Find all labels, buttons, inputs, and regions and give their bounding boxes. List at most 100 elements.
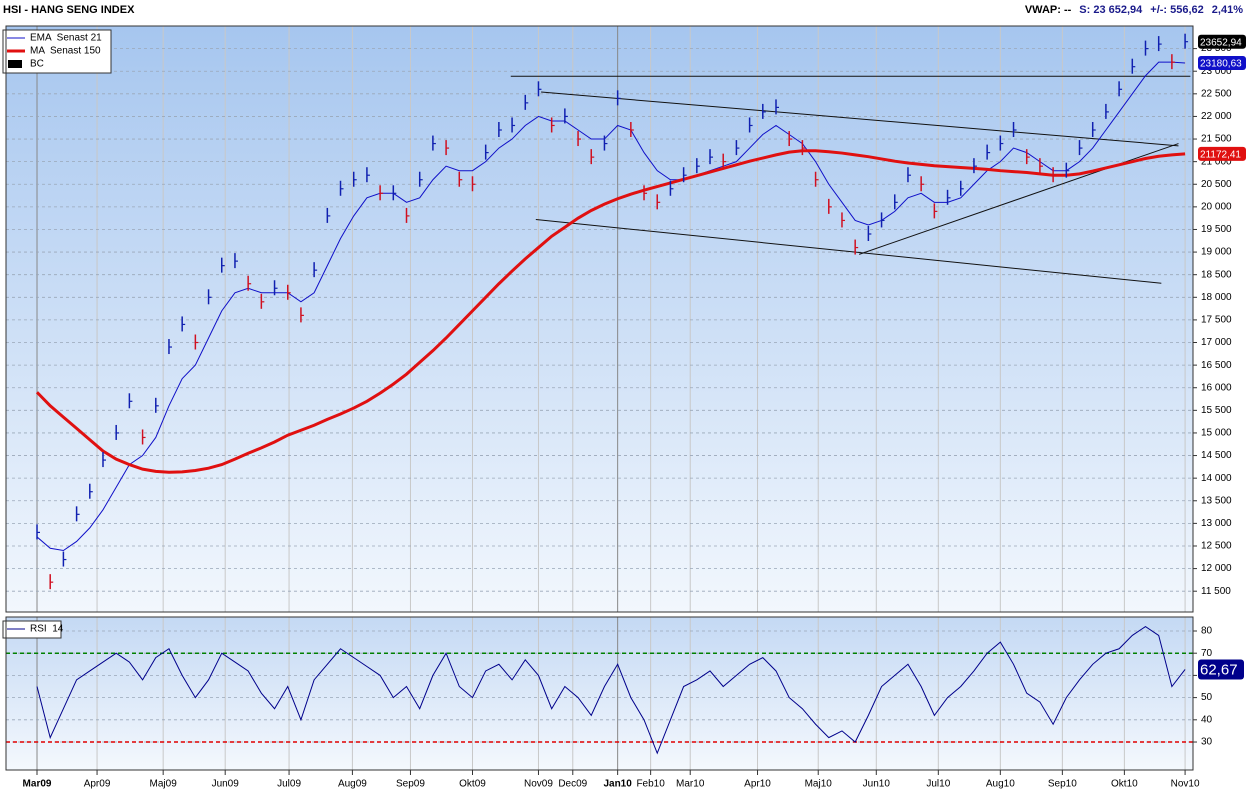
y-tick-label: 19 000 <box>1201 247 1232 258</box>
price-bar <box>1052 167 1057 183</box>
legend-label: RSI 14 <box>30 624 64 635</box>
price-bar <box>405 207 410 223</box>
legend-swatch <box>8 60 22 68</box>
x-tick-label: Sep10 <box>1048 779 1077 790</box>
price-bar <box>418 171 423 187</box>
price-bar <box>445 140 450 156</box>
price-bar <box>854 239 859 255</box>
last-value-box <box>1198 146 1246 161</box>
series-line <box>35 149 1186 474</box>
x-tick-label: Jun10 <box>863 779 891 790</box>
price-bar <box>471 176 476 192</box>
price-bar <box>1025 149 1030 165</box>
x-tick-label: Nov10 <box>1171 779 1200 790</box>
vwap: VWAP: -- <box>1024 4 1072 16</box>
price-bar <box>775 99 779 115</box>
price-bar <box>722 153 727 169</box>
price-bar <box>735 140 740 156</box>
quote: VWAP: -- S: 23 652,94 +/-: 556,62 2,41% <box>1025 4 1243 16</box>
y-tick-label: 14 000 <box>1201 473 1232 484</box>
price-bar <box>1105 103 1109 119</box>
y-tick-label: 23 500 <box>1201 43 1232 54</box>
price-bar <box>458 171 463 187</box>
last-value-label: 62,67 <box>1200 661 1238 678</box>
price-bar <box>313 262 318 278</box>
price-bar <box>643 185 648 201</box>
price-bar <box>880 212 885 228</box>
price-bar <box>959 180 964 196</box>
y-tick-label: 14 500 <box>1201 450 1232 461</box>
price-bar <box>748 117 753 133</box>
price-bar <box>867 225 872 241</box>
price-bar <box>326 207 331 223</box>
price-bar <box>1039 158 1043 174</box>
rsi-frame <box>5 616 1194 771</box>
x-tick-label: Nov09 <box>524 779 553 790</box>
price-bar <box>1012 121 1017 137</box>
last-value-box <box>1198 34 1246 49</box>
price-bar <box>247 275 252 291</box>
y-tick-label: 22 000 <box>1201 111 1232 122</box>
y-tick-label: 13 500 <box>1201 495 1232 506</box>
x-tick-label: Mar09 <box>23 779 52 790</box>
y-tick-label: 17 000 <box>1201 337 1232 348</box>
series-line <box>36 625 1186 755</box>
trend-line <box>535 219 1162 284</box>
price-bar <box>260 293 265 309</box>
y-tick-label: 50 <box>1201 692 1213 703</box>
x-tick-label: Maj09 <box>150 779 178 790</box>
y-tick-label: 20 500 <box>1201 179 1232 190</box>
price-bar <box>920 176 925 192</box>
price-bar <box>128 393 133 409</box>
price-bar <box>1157 36 1162 52</box>
x-tick-label: Maj10 <box>805 779 833 790</box>
last-value-box <box>1198 659 1244 680</box>
price-bar <box>484 144 489 160</box>
rsi-panel <box>6 617 1193 770</box>
x-tick-label: Okt10 <box>1111 779 1138 790</box>
last-value-box <box>1198 56 1246 71</box>
y-tick-label: 12 000 <box>1201 563 1232 574</box>
x-tick-label: Sep09 <box>396 779 425 790</box>
price-bar <box>524 94 529 110</box>
price-bar <box>115 424 120 440</box>
price-bar <box>933 203 938 219</box>
price-bar <box>1144 40 1149 56</box>
price-bar <box>682 167 687 183</box>
price-bar <box>801 140 806 156</box>
y-tick-label: 16 000 <box>1201 382 1232 393</box>
price-bar <box>590 149 595 165</box>
x-tick-label: Okt09 <box>459 779 486 790</box>
price-bar <box>946 189 951 205</box>
change-pct: 2,41% <box>1211 4 1243 16</box>
price-bar <box>366 167 370 183</box>
price-bar <box>788 131 793 147</box>
price-bar <box>669 180 674 196</box>
price-bar <box>564 108 568 124</box>
last: S: 23 652,94 <box>1079 4 1143 16</box>
y-tick-label: 22 500 <box>1201 88 1232 99</box>
price-bar <box>221 257 225 273</box>
price-bar <box>194 334 199 350</box>
price-bar <box>102 452 106 468</box>
price-bar <box>181 316 186 332</box>
price-panel <box>6 26 1193 612</box>
plot-area <box>6 617 1193 770</box>
y-tick-label: 15 500 <box>1201 405 1232 416</box>
legend-label: EMA Senast 21 <box>30 33 102 44</box>
price-bar <box>577 131 582 147</box>
y-tick-label: 80 <box>1201 626 1213 637</box>
price-bar <box>511 117 516 133</box>
price-bar <box>379 185 384 201</box>
change: +/-: 556,62 <box>1150 4 1204 16</box>
price-bar <box>696 158 700 174</box>
price-bar <box>498 121 502 137</box>
price-bar <box>62 551 67 567</box>
series-line <box>36 61 1186 552</box>
plot-area <box>6 26 1193 612</box>
price-bar <box>630 121 634 137</box>
price-bar <box>709 149 714 165</box>
y-tick-label: 17 500 <box>1201 315 1232 326</box>
legend-label: MA Senast 150 <box>30 46 101 57</box>
title: HSI - HANG SENG INDEX <box>3 4 135 16</box>
